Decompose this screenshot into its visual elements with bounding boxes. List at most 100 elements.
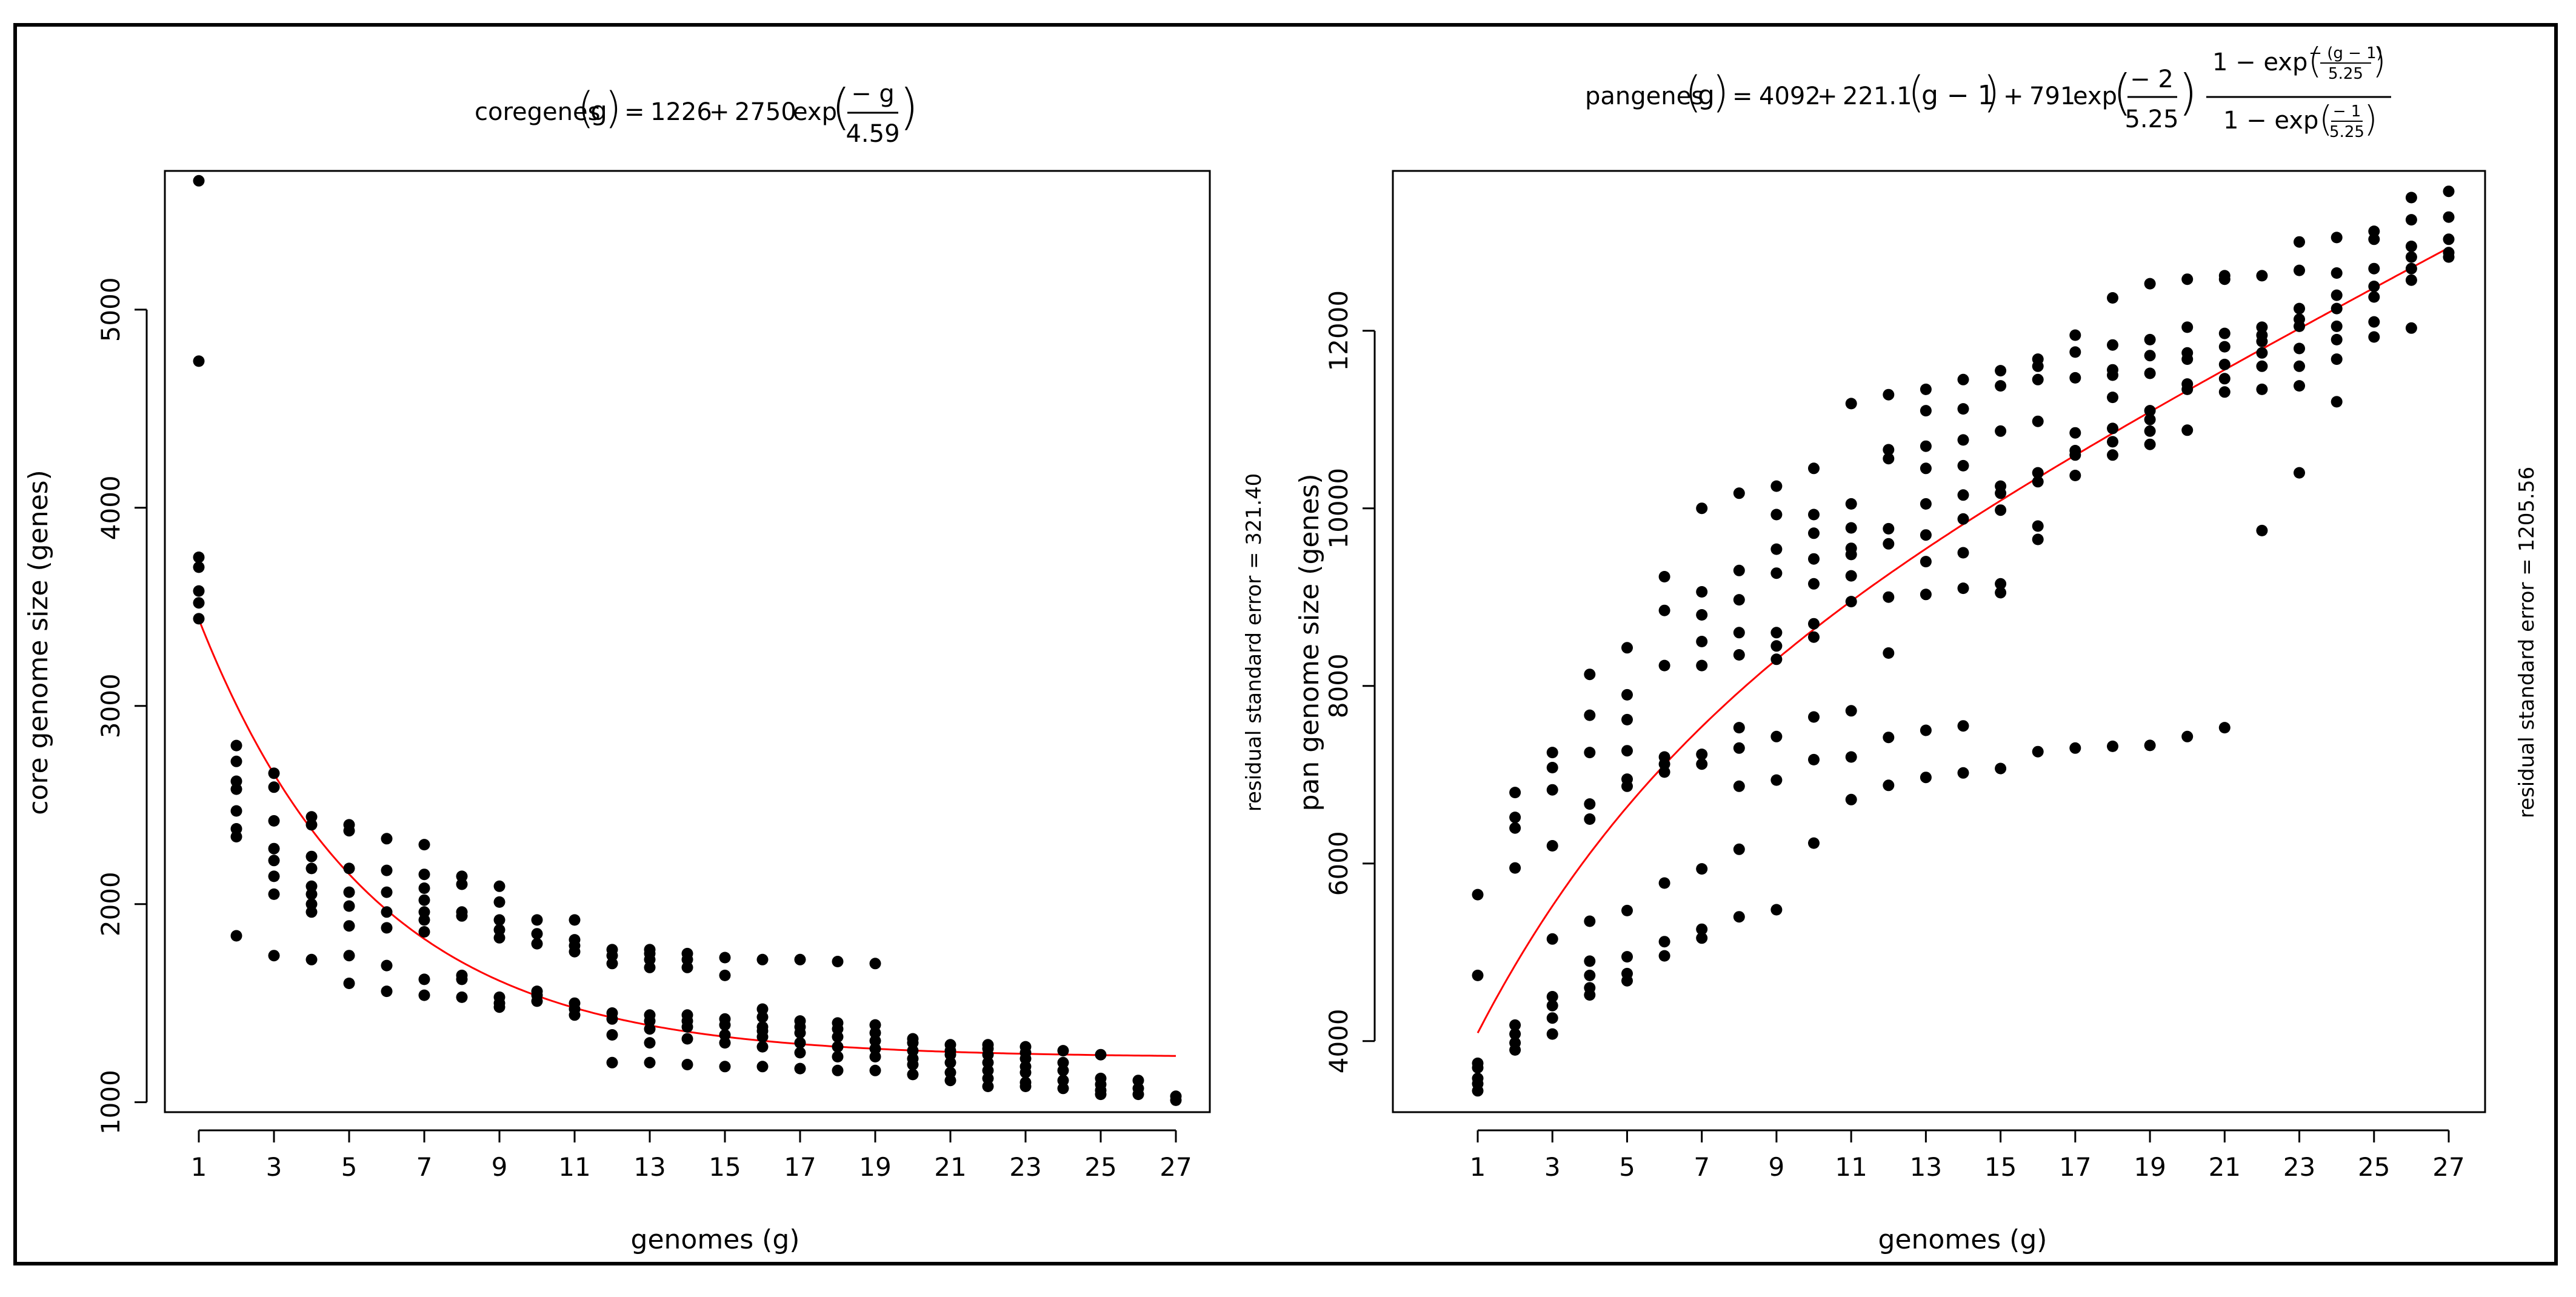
- pan-data-point: [1621, 689, 1633, 701]
- pan-axes: 1 3 5 7 9 11 13 15 17 19 21 23 25 2740006000800010000…: [1324, 290, 2465, 1182]
- pan-data-point: [1920, 772, 1932, 784]
- core-data-point: [193, 355, 205, 367]
- pan-data-point: [1546, 933, 1558, 945]
- pan-data-point: [1584, 798, 1596, 810]
- pan-data-point: [2405, 274, 2417, 286]
- pan-data-point: [1472, 969, 1484, 981]
- core-formula-plus: +: [709, 98, 730, 126]
- pan-data-point: [1883, 453, 1895, 465]
- pan-x-tick-label: 11: [1835, 1152, 1867, 1182]
- core-data-point: [418, 869, 430, 881]
- pan-data-point: [2256, 383, 2268, 395]
- pan-genome-panel: pangenes ( g ) = 4092 + 221.1 ( g − 1 ) …: [1294, 40, 2539, 1255]
- pan-data-point: [1808, 753, 1820, 765]
- pan-formula-in2-num: − 1: [2333, 102, 2361, 121]
- core-data-point: [982, 1056, 994, 1069]
- core-data-point: [719, 1029, 731, 1041]
- pan-data-point: [1658, 936, 1670, 948]
- pan-data-point: [1920, 462, 1932, 475]
- core-fit-curve: [198, 619, 1176, 1057]
- pan-data-point: [1957, 513, 1969, 525]
- pan-x-axis-label: genomes (g): [1878, 1224, 2047, 1255]
- core-data-point: [381, 922, 393, 934]
- pan-data-point: [2443, 185, 2455, 198]
- core-data-point: [268, 781, 280, 793]
- pan-data-point: [1808, 837, 1820, 849]
- core-data-point: [531, 914, 543, 926]
- pan-data-point: [1733, 594, 1745, 606]
- pan-data-point: [2331, 302, 2343, 315]
- pan-data-point: [1509, 1044, 1521, 1056]
- pan-data-point: [1808, 618, 1820, 630]
- pan-data-point: [1920, 529, 1932, 541]
- pan-data-point: [1733, 780, 1745, 792]
- pan-data-point: [2256, 321, 2268, 333]
- pan-data-point: [2107, 436, 2118, 448]
- core-data-point: [305, 880, 318, 892]
- pan-data-point: [2294, 320, 2305, 332]
- figure-frame: [13, 23, 2558, 1265]
- pan-data-point: [1770, 653, 1783, 665]
- pan-data-point: [1696, 636, 1708, 647]
- core-data-point: [418, 839, 430, 851]
- pan-data-point: [1845, 570, 1857, 582]
- core-data-point: [644, 1015, 656, 1027]
- core-data-point: [832, 1064, 844, 1076]
- core-formula-exp-paren-open: (: [832, 79, 850, 135]
- core-data-point: [1132, 1075, 1144, 1087]
- pan-formula-b: 221.1: [1843, 82, 1912, 110]
- pan-data-point: [2181, 321, 2194, 333]
- core-x-tick-label: 1: [191, 1152, 207, 1182]
- core-data-point: [193, 597, 205, 609]
- pan-data-point: [2218, 373, 2231, 385]
- pan-data-point: [2331, 333, 2343, 345]
- pan-residual-error: residual standard error = 1205.56: [2515, 467, 2539, 818]
- core-data-point: [531, 928, 543, 940]
- pan-data-point: [2181, 730, 2194, 742]
- core-data-point: [644, 961, 656, 973]
- pan-data-point: [2107, 449, 2118, 461]
- core-data-point: [1057, 1056, 1069, 1069]
- pan-data-point: [1883, 779, 1895, 792]
- pan-data-point: [2331, 320, 2343, 332]
- core-data-point: [644, 953, 656, 965]
- core-x-tick-label: 3: [266, 1152, 282, 1182]
- pan-data-point: [1770, 627, 1783, 639]
- core-data-point: [719, 1019, 731, 1031]
- core-data-point: [305, 888, 318, 900]
- pan-y-tick-label: 4000: [1324, 1009, 1353, 1073]
- core-data-point: [569, 1009, 581, 1021]
- core-data-point: [869, 1064, 881, 1076]
- pan-points: [1472, 185, 2455, 1097]
- pan-formula-c: 791: [2029, 82, 2075, 110]
- core-data-point: [230, 739, 242, 752]
- core-axes: 1 3 5 7 9 11 13 15 17 19 21 23 25 2710002000300040005…: [96, 277, 1192, 1182]
- core-data-point: [493, 932, 506, 944]
- pan-data-point: [1696, 932, 1708, 944]
- pan-formula-plus1: +: [1817, 82, 1838, 110]
- core-data-point: [832, 956, 844, 967]
- pan-data-point: [1546, 1028, 1558, 1040]
- pan-data-point: [1584, 915, 1596, 927]
- core-data-point: [944, 1049, 956, 1061]
- core-y-tick-label: 3000: [96, 673, 125, 738]
- core-data-point: [794, 1037, 806, 1049]
- core-data-point: [756, 1003, 769, 1015]
- pan-data-point: [2144, 350, 2156, 362]
- pan-data-point: [1472, 1062, 1484, 1074]
- pan-data-point: [2181, 273, 2194, 285]
- pan-data-point: [1658, 571, 1670, 582]
- core-data-point: [756, 1011, 769, 1023]
- core-data-point: [606, 1056, 618, 1069]
- pan-data-point: [2181, 353, 2194, 365]
- pan-data-point: [1920, 498, 1932, 510]
- pan-data-point: [2107, 740, 2118, 752]
- core-formula-paren-close: ): [605, 83, 621, 133]
- pan-data-point: [1696, 586, 1708, 598]
- pan-data-point: [1920, 383, 1932, 395]
- core-data-point: [381, 864, 393, 876]
- pan-data-point: [2405, 262, 2417, 275]
- core-data-point: [343, 920, 355, 932]
- pan-data-point: [2032, 467, 2044, 479]
- pan-data-point: [1883, 591, 1895, 603]
